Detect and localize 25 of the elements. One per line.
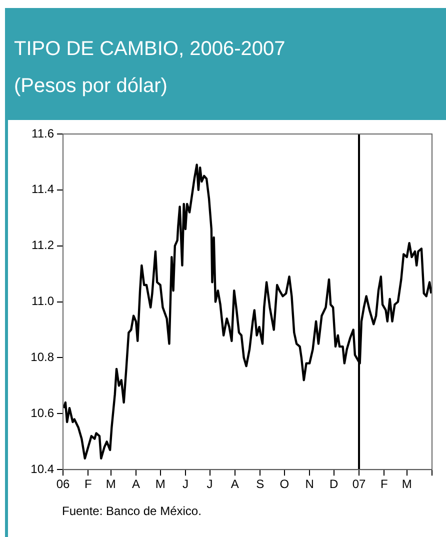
x-tick-label: O (280, 477, 290, 492)
y-tick-label: 11.4 (32, 182, 54, 196)
x-tick-label: M (402, 477, 412, 492)
x-tick-label: A (230, 477, 239, 492)
x-tick-label: 07 (352, 477, 366, 492)
source-note: Fuente: Banco de México. (62, 504, 202, 518)
y-tick-label: 10.6 (30, 406, 54, 420)
x-tick-label: J (182, 477, 188, 492)
y-tick-label: 11.2 (32, 238, 54, 252)
y-tick-label: 11.0 (32, 294, 54, 308)
x-tick-label: F (84, 477, 92, 492)
chart-subtitle: (Pesos por dólar) (14, 75, 168, 98)
chart-title: TIPO DE CAMBIO, 2006-2007 (14, 38, 286, 61)
y-tick-label: 11.6 (32, 126, 54, 140)
y-tick-label: 10.8 (30, 350, 54, 364)
x-tick-label: M (106, 477, 116, 492)
x-tick-label: M (155, 477, 166, 492)
x-tick-label: N (305, 477, 314, 492)
x-tick-label: A (132, 477, 140, 492)
x-tick-label: J (206, 477, 213, 492)
y-tick-label: 10.4 (30, 462, 54, 476)
x-tick-label: F (380, 477, 388, 492)
x-tick-label: S (256, 477, 264, 492)
x-tick-label: 06 (56, 477, 70, 492)
x-tick-label: D (330, 477, 339, 492)
